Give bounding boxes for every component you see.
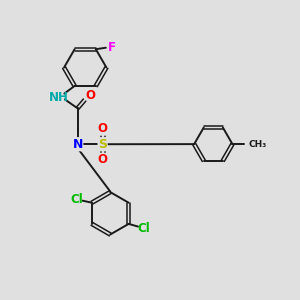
- Text: O: O: [98, 153, 108, 166]
- Text: O: O: [85, 89, 95, 102]
- Text: Cl: Cl: [70, 193, 83, 206]
- Text: NH: NH: [49, 91, 68, 103]
- Text: O: O: [98, 122, 108, 135]
- Text: F: F: [107, 41, 116, 54]
- Text: CH₃: CH₃: [249, 140, 267, 148]
- Text: N: N: [72, 138, 83, 151]
- Text: Cl: Cl: [137, 222, 150, 235]
- Text: S: S: [98, 138, 107, 151]
